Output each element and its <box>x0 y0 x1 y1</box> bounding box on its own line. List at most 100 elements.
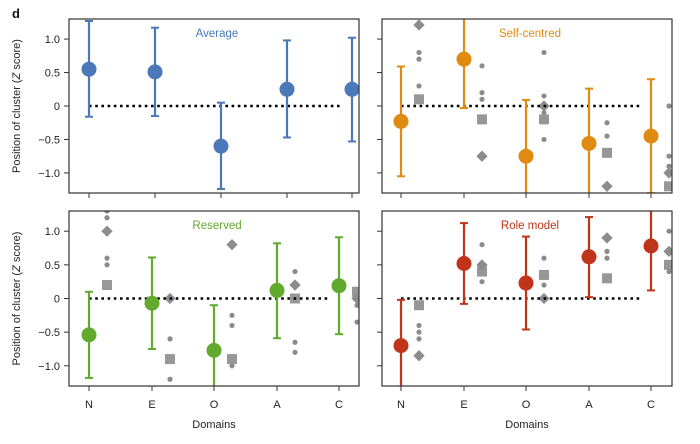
other-cluster-diamond <box>601 180 613 192</box>
y-tick-label: −1.0 <box>38 168 60 180</box>
other-cluster-dot <box>292 349 298 355</box>
other-cluster-square <box>664 181 672 192</box>
other-cluster-dot <box>292 339 298 345</box>
other-cluster-dot <box>229 312 235 318</box>
panel-title: Self-centred <box>499 28 561 40</box>
mean-point <box>344 81 359 97</box>
other-cluster-diamond <box>289 279 301 291</box>
y-tick-label: 1.0 <box>45 226 60 238</box>
other-cluster-dot <box>354 319 359 325</box>
other-cluster-dot <box>229 363 235 369</box>
panel-frame <box>68 18 360 194</box>
other-cluster-dot <box>416 83 422 89</box>
mean-point <box>581 249 597 265</box>
other-cluster-dot <box>104 262 110 268</box>
y-tick-label: −1.0 <box>38 361 60 373</box>
other-cluster-dot <box>416 322 422 329</box>
other-cluster-dot <box>666 228 672 234</box>
other-cluster-square <box>477 266 487 277</box>
x-axis-title: Domains <box>192 419 236 431</box>
other-cluster-diamond <box>351 292 359 305</box>
other-cluster-diamond <box>413 350 425 362</box>
mean-point <box>518 148 534 164</box>
other-cluster-dot <box>292 268 298 275</box>
other-cluster-diamond <box>101 225 113 237</box>
y-tick-label: 0 <box>54 294 60 306</box>
other-cluster-dot <box>416 49 422 56</box>
other-cluster-dot <box>104 215 110 221</box>
mean-point <box>643 238 659 254</box>
other-cluster-dot <box>479 90 485 96</box>
panel-frame <box>381 210 673 387</box>
mean-point <box>393 113 409 129</box>
y-tick-label: 0 <box>54 101 60 113</box>
mean-point <box>81 61 97 77</box>
mean-point <box>147 64 163 80</box>
y-tick-label: 0.5 <box>45 260 60 272</box>
mean-point <box>279 81 295 97</box>
mean-point <box>393 338 409 354</box>
mean-point <box>213 138 229 154</box>
other-cluster-dot <box>104 255 110 261</box>
other-cluster-square <box>102 280 112 291</box>
x-tick-label: C <box>335 399 343 411</box>
other-cluster-square <box>227 354 237 365</box>
other-cluster-dot <box>541 136 547 143</box>
y-axis-title: Position of cluster (Z score) <box>11 232 23 366</box>
panels-group: 1.0 0.5 0 −0.5 −1.0 Position of cluster (Z sc… <box>11 18 673 431</box>
other-cluster-dot <box>416 56 422 62</box>
y-tick-label: −0.5 <box>38 134 60 146</box>
other-cluster-square <box>352 286 359 297</box>
x-tick-label: C <box>647 399 655 411</box>
other-cluster-dot <box>604 255 610 261</box>
other-cluster-dot <box>541 49 547 56</box>
other-cluster-square <box>414 300 424 311</box>
plot-area <box>393 19 672 193</box>
y-tick-label: 0.5 <box>45 68 60 80</box>
other-cluster-dot <box>541 110 547 116</box>
panel-title: Reserved <box>192 220 241 232</box>
other-cluster-square <box>539 114 549 125</box>
other-cluster-dot <box>479 96 485 102</box>
x-tick-label: A <box>585 399 593 411</box>
other-cluster-dot <box>167 336 173 342</box>
other-cluster-dot <box>167 376 173 382</box>
panel-reserved: 1.0 0.5 0 −0.5 −1.0 N E O A C Domains Position of c… <box>11 210 360 431</box>
other-cluster-dot <box>354 302 359 308</box>
mean-point <box>269 282 285 298</box>
other-cluster-square <box>602 147 612 158</box>
panel-frame <box>381 18 673 194</box>
plot-area <box>393 211 672 386</box>
plot-area <box>81 211 359 386</box>
mean-point <box>456 51 472 67</box>
mean-point <box>643 128 659 144</box>
panel-title: Role model <box>501 220 559 232</box>
mean-point <box>518 275 534 291</box>
mean-point <box>206 342 222 358</box>
panel-role-model: N E O A C Domains Role model <box>377 210 673 431</box>
other-cluster-dot <box>479 242 485 248</box>
other-cluster-square <box>602 273 612 284</box>
x-tick-label: O <box>522 399 531 411</box>
other-cluster-dot <box>479 279 485 285</box>
mean-point <box>331 278 347 294</box>
x-tick-label: A <box>273 399 281 411</box>
other-cluster-dot <box>541 93 547 99</box>
panel-frame <box>68 210 360 387</box>
other-cluster-dot <box>479 63 485 69</box>
other-cluster-square <box>664 259 672 270</box>
other-cluster-dot <box>666 153 672 159</box>
x-axis-title: Domains <box>505 419 549 431</box>
other-cluster-square <box>539 269 549 280</box>
other-cluster-dot <box>416 329 422 335</box>
other-cluster-diamond <box>226 238 238 251</box>
other-cluster-dot <box>666 163 672 169</box>
other-cluster-dot <box>604 133 610 139</box>
other-cluster-dot <box>666 103 672 109</box>
other-cluster-dot <box>541 255 547 261</box>
y-axis-title: Position of cluster (Z score) <box>11 39 23 173</box>
other-cluster-dot <box>229 322 235 329</box>
mean-point <box>456 256 472 271</box>
other-cluster-dot <box>541 282 547 288</box>
